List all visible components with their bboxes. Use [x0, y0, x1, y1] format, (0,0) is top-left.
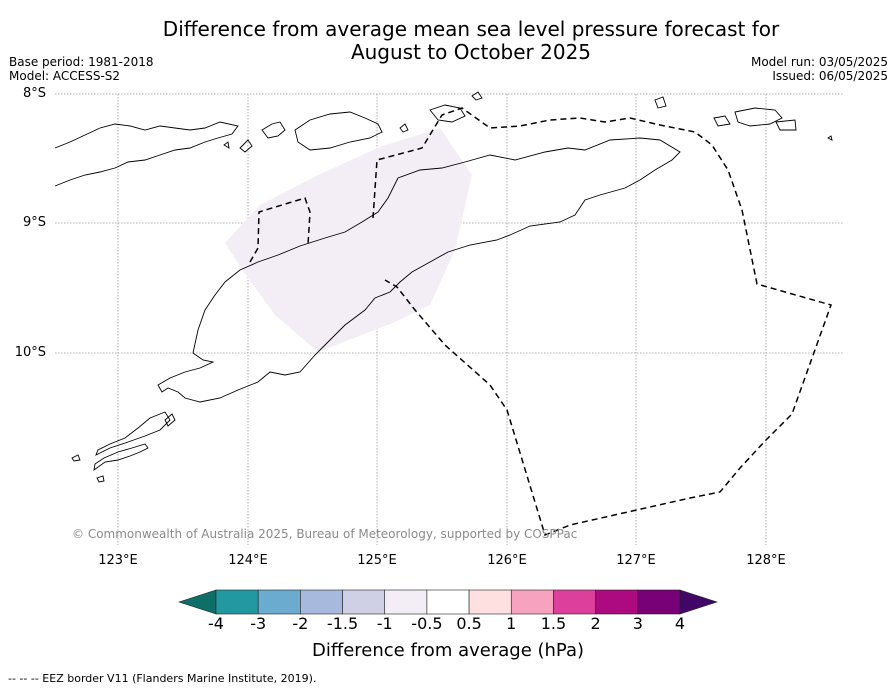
colorbar-tick-label: -3: [250, 614, 267, 633]
colorbar-label: Difference from average (hPa): [311, 640, 585, 661]
colorbar-bin: [215, 589, 259, 615]
lat-label-9s: 9°S: [22, 215, 46, 230]
meta-right: Model run: 03/05/2025 Issued: 06/05/2025: [751, 55, 888, 83]
colorbar-tick-label: 4: [674, 614, 686, 633]
colorbar-tick-label: 3: [632, 614, 643, 633]
colorbar-bin: [384, 589, 428, 615]
colorbar-tick-label: -2: [292, 614, 309, 633]
colorbar-tick-label: 0.5: [456, 614, 482, 633]
pressure-anomaly-region: [225, 128, 472, 352]
lon-label-126e: 126°E: [487, 553, 527, 568]
lon-label-128e: 128°E: [746, 553, 786, 568]
colorbar-tick-label: 2: [590, 614, 601, 633]
colorbar-bin: [300, 589, 343, 615]
pantar-island: [261, 121, 286, 139]
wetar-island: [429, 104, 466, 123]
colorbar-tick-label: 1: [506, 614, 517, 633]
lon-label-125e: 125°E: [357, 553, 397, 568]
copyright-note: © Commonwealth of Australia 2025, Bureau…: [72, 527, 578, 541]
colorbar-extend-high: [679, 589, 718, 615]
model-name: Model: ACCESS-S2: [9, 69, 121, 83]
colorbar-bin: [553, 589, 596, 615]
colorbar-bin: [468, 589, 512, 615]
savu-island: [71, 454, 81, 462]
alor-island: [294, 111, 383, 151]
timor-coastline: [157, 137, 681, 403]
leti-island: [734, 107, 783, 127]
meta-left: Base period: 1981-2018 Model: ACCESS-S2: [9, 55, 154, 83]
lat-label-8s: 8°S: [22, 86, 46, 101]
footnote: -- -- -- EEZ border V11 (Flanders Marine…: [8, 672, 317, 685]
colorbar-bin: [342, 589, 386, 615]
eez-border: [249, 107, 832, 536]
colorbar-bin: [637, 589, 681, 615]
colorbar-extend-low: [178, 589, 217, 615]
colorbar-bin: [257, 589, 301, 615]
lon-label-124e: 124°E: [228, 553, 268, 568]
colorbar-bin: [595, 589, 639, 615]
colorbar-tick-label: -4: [208, 614, 224, 633]
colorbar-tick-label: -1.5: [326, 614, 359, 633]
issued-date: Issued: 06/05/2025: [772, 69, 888, 83]
colorbar-bin: [510, 589, 554, 615]
atauro-island: [399, 123, 409, 133]
title-line-2: August to October 2025: [350, 40, 592, 64]
colorbar-tick-label: 1.5: [540, 614, 567, 633]
lon-label-127e: 127°E: [616, 553, 656, 568]
roti-island: [95, 411, 171, 456]
colorbar: [178, 589, 718, 615]
flores-coast: [54, 121, 239, 187]
map-title: Difference from average mean sea level p…: [0, 18, 896, 64]
lat-label-10s: 10°S: [14, 345, 46, 360]
colorbar-bin: [426, 589, 470, 615]
colorbar-tick-label: -0.5: [411, 614, 443, 633]
lon-label-123e: 123°E: [98, 553, 138, 568]
title-line-1: Difference from average mean sea level p…: [162, 17, 780, 41]
base-period: Base period: 1981-2018: [9, 55, 154, 69]
model-run: Model run: 03/05/2025: [750, 55, 888, 69]
semau-island: [164, 413, 176, 427]
coastlines: [54, 91, 833, 483]
colorbar-tick-label: -1: [376, 614, 393, 633]
kisar-island: [654, 96, 667, 109]
